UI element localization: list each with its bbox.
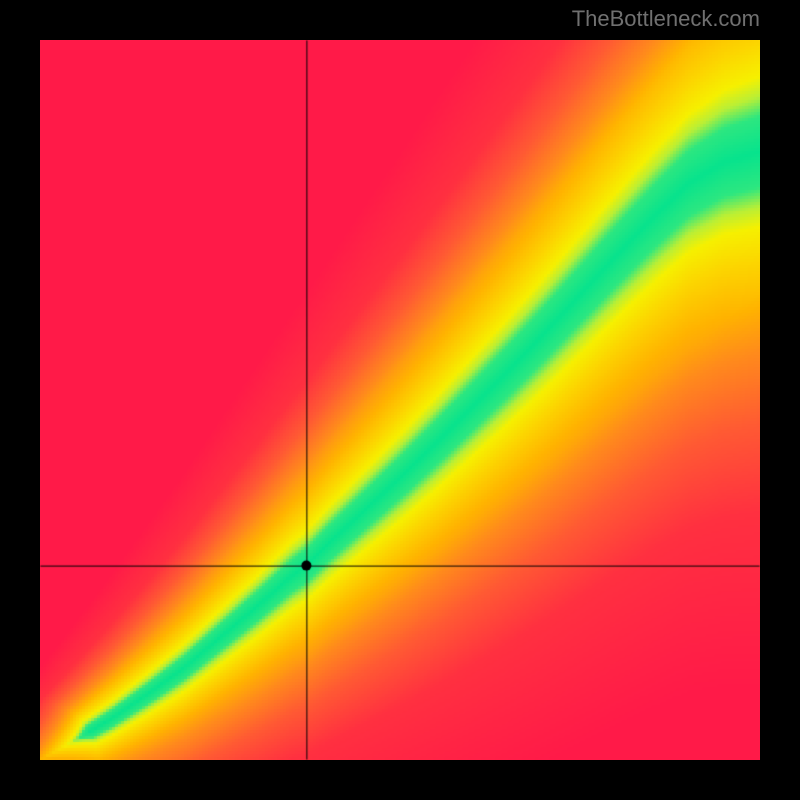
chart-container: TheBottleneck.com [0, 0, 800, 800]
bottleneck-heatmap [40, 40, 760, 760]
watermark-text: TheBottleneck.com [572, 6, 760, 32]
heatmap-canvas [40, 40, 760, 760]
